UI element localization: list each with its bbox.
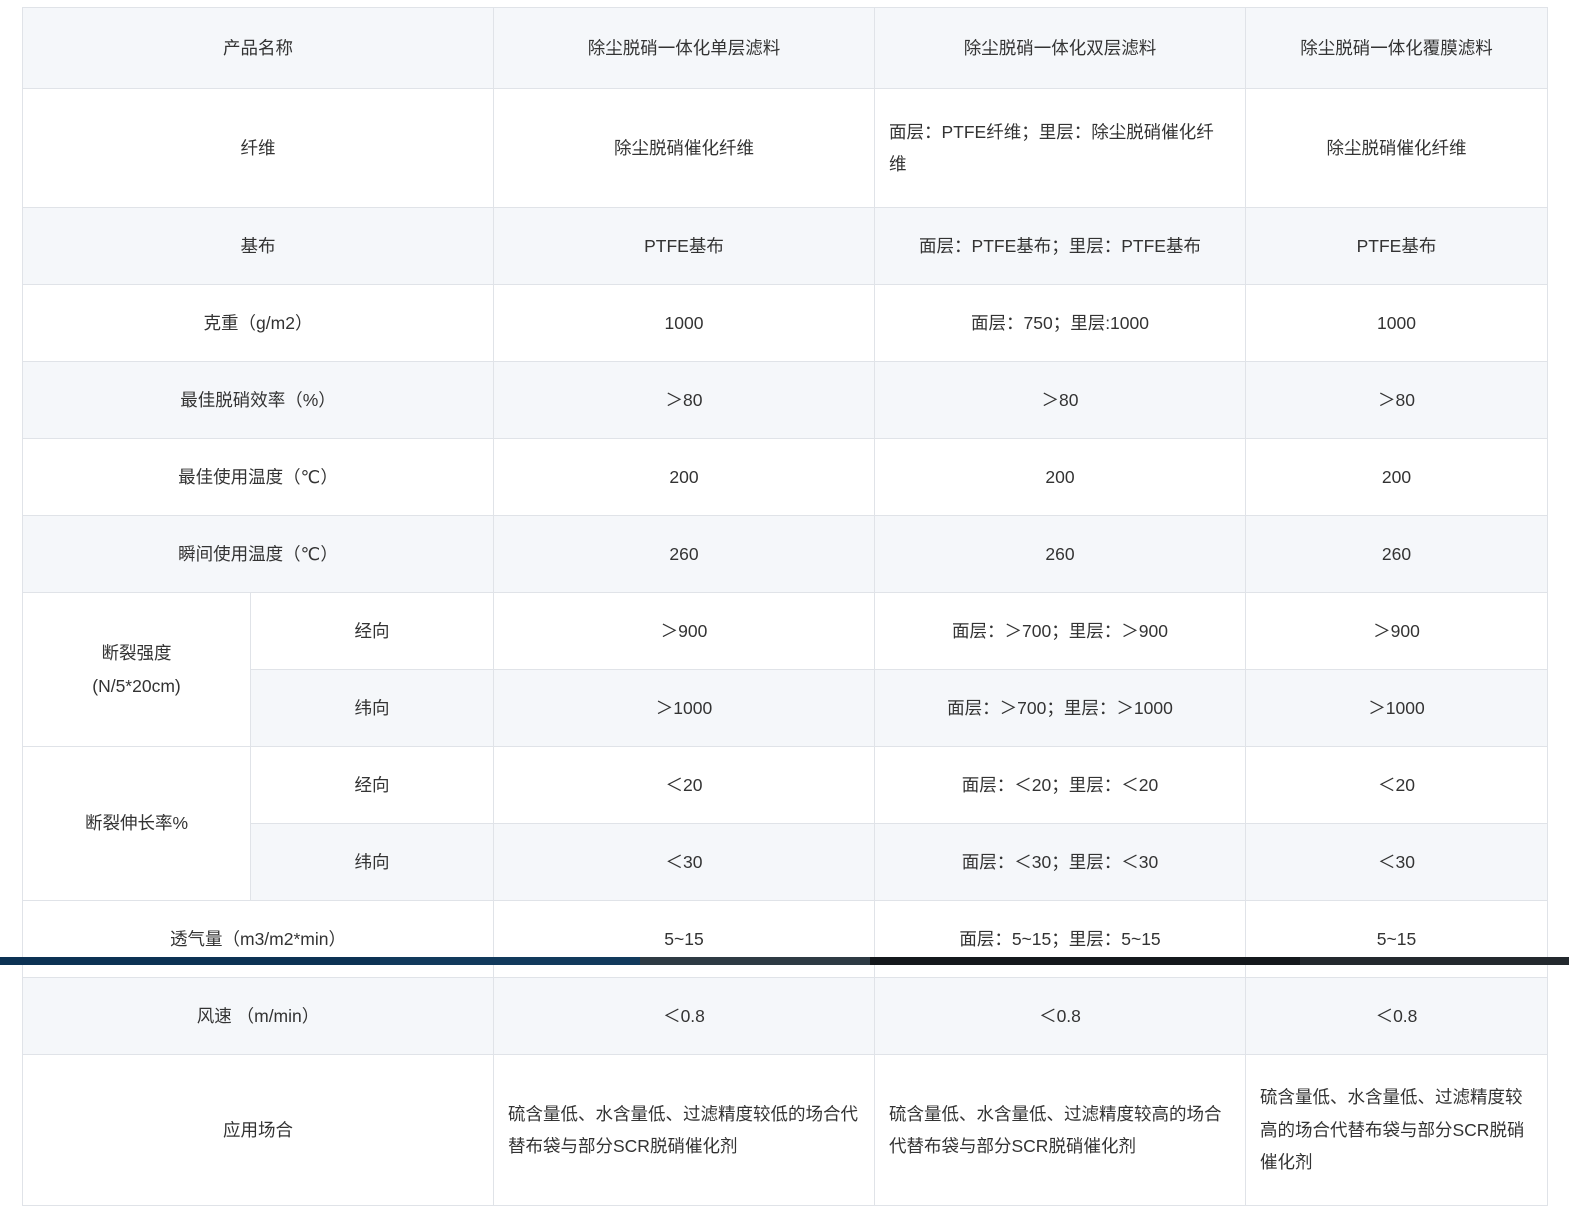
header-cell-product-name: 产品名称 (22, 7, 494, 89)
elongation-label-line1: 断裂伸长率% (84, 813, 189, 834)
table-row: 瞬间使用温度（℃） 260 260 260 (22, 515, 1548, 593)
cell-warp-strength-col1: ＞900 (493, 592, 875, 670)
sublabel-weft-strength: 纬向 (250, 669, 494, 747)
cell-base-col2: 面层：PTFE基布；里层：PTFE基布 (874, 207, 1246, 285)
breaking-strength-label-line1: 断裂强度 (101, 643, 172, 664)
table-header-row: 产品名称 除尘脱硝一体化单层滤料 除尘脱硝一体化双层滤料 除尘脱硝一体化覆膜滤料 (22, 7, 1548, 89)
header-cell-col1: 除尘脱硝一体化单层滤料 (493, 7, 875, 89)
cell-air-permeability-col1: 5~15 (493, 900, 875, 978)
cell-application-col1: 硫含量低、水含量低、过滤精度较低的场合代替布袋与部分SCR脱硝催化剂 (493, 1054, 875, 1206)
cell-fiber-col3: 除尘脱硝催化纤维 (1245, 88, 1548, 208)
bottom-edge-strip (0, 957, 1569, 965)
cell-fiber-col2: 面层：PTFE纤维；里层：除尘脱硝催化纤维 (874, 88, 1246, 208)
cell-application-col3: 硫含量低、水含量低、过滤精度较高的场合代替布袋与部分SCR脱硝催化剂 (1245, 1054, 1548, 1206)
row-label-fiber: 纤维 (22, 88, 494, 208)
cell-warp-strength-col3: ＞900 (1245, 592, 1548, 670)
cell-base-col3: PTFE基布 (1245, 207, 1548, 285)
row-label-breaking-strength: 断裂强度 (N/5*20cm) (22, 592, 251, 747)
cell-air-velocity-col1: ＜0.8 (493, 977, 875, 1055)
table-row: 风速 （m/min） ＜0.8 ＜0.8 ＜0.8 (22, 977, 1548, 1055)
cell-weft-strength-col3: ＞1000 (1245, 669, 1548, 747)
sublabel-warp-elongation: 经向 (250, 746, 494, 824)
row-label-air-permeability: 透气量（m3/m2*min） (22, 900, 494, 978)
row-label-air-velocity: 风速 （m/min） (22, 977, 494, 1055)
cell-denitration-col1: ＞80 (493, 361, 875, 439)
cell-base-col1: PTFE基布 (493, 207, 875, 285)
spec-table-sheet: 产品名称 除尘脱硝一体化单层滤料 除尘脱硝一体化双层滤料 除尘脱硝一体化覆膜滤料… (22, 7, 1548, 1206)
cell-application-col2: 硫含量低、水含量低、过滤精度较高的场合代替布袋与部分SCR脱硝催化剂 (874, 1054, 1246, 1206)
cell-instant-temp-col1: 260 (493, 515, 875, 593)
cell-denitration-col3: ＞80 (1245, 361, 1548, 439)
table-row: 克重（g/m2） 1000 面层：750；里层:1000 1000 (22, 284, 1548, 362)
header-cell-col2: 除尘脱硝一体化双层滤料 (874, 7, 1246, 89)
sublabel-warp-strength: 经向 (250, 592, 494, 670)
cell-optimal-temp-col2: 200 (874, 438, 1246, 516)
row-label-weight: 克重（g/m2） (22, 284, 494, 362)
cell-instant-temp-col2: 260 (874, 515, 1246, 593)
table-row: 纬向 ＜30 面层：＜30；里层：＜30 ＜30 (23, 823, 1548, 901)
table-row: 透气量（m3/m2*min） 5~15 面层：5~15；里层：5~15 5~15 (22, 900, 1548, 978)
cell-warp-elongation-col1: ＜20 (493, 746, 875, 824)
table-row: 基布 PTFE基布 面层：PTFE基布；里层：PTFE基布 PTFE基布 (22, 207, 1548, 285)
table-row: 断裂强度 (N/5*20cm) 经向 ＞900 面层：＞700；里层：＞900 … (22, 592, 1548, 747)
row-label-application: 应用场合 (22, 1054, 494, 1206)
row-label-denitration-efficiency: 最佳脱硝效率（%） (22, 361, 494, 439)
cell-weft-elongation-col3: ＜30 (1245, 823, 1548, 901)
cell-instant-temp-col3: 260 (1245, 515, 1548, 593)
cell-denitration-col2: ＞80 (874, 361, 1246, 439)
cell-weight-col3: 1000 (1245, 284, 1548, 362)
cell-weight-col2: 面层：750；里层:1000 (874, 284, 1246, 362)
breaking-strength-label-line2: (N/5*20cm) (92, 675, 181, 696)
table-row: 纤维 除尘脱硝催化纤维 面层：PTFE纤维；里层：除尘脱硝催化纤维 除尘脱硝催化… (22, 88, 1548, 208)
row-label-instant-temperature: 瞬间使用温度（℃） (22, 515, 494, 593)
cell-fiber-col1: 除尘脱硝催化纤维 (493, 88, 875, 208)
cell-weft-strength-col1: ＞1000 (493, 669, 875, 747)
cell-air-velocity-col3: ＜0.8 (1245, 977, 1548, 1055)
cell-optimal-temp-col1: 200 (493, 438, 875, 516)
cell-warp-elongation-col3: ＜20 (1245, 746, 1548, 824)
cell-warp-strength-col2: 面层：＞700；里层：＞900 (874, 592, 1246, 670)
row-label-elongation-at-break: 断裂伸长率% (22, 746, 251, 901)
cell-air-velocity-col2: ＜0.8 (874, 977, 1246, 1055)
table-row: 断裂伸长率% 经向 ＜20 面层：＜20；里层：＜20 ＜20 (22, 746, 1548, 901)
product-spec-table: 产品名称 除尘脱硝一体化单层滤料 除尘脱硝一体化双层滤料 除尘脱硝一体化覆膜滤料… (22, 7, 1548, 1206)
cell-warp-elongation-col2: 面层：＜20；里层：＜20 (874, 746, 1246, 824)
cell-weft-elongation-col1: ＜30 (493, 823, 875, 901)
cell-air-permeability-col3: 5~15 (1245, 900, 1548, 978)
cell-weft-elongation-col2: 面层：＜30；里层：＜30 (874, 823, 1246, 901)
row-label-optimal-temperature: 最佳使用温度（℃） (22, 438, 494, 516)
cell-air-permeability-col2: 面层：5~15；里层：5~15 (874, 900, 1246, 978)
header-cell-col3: 除尘脱硝一体化覆膜滤料 (1245, 7, 1548, 89)
table-row: 最佳脱硝效率（%） ＞80 ＞80 ＞80 (22, 361, 1548, 439)
table-row: 最佳使用温度（℃） 200 200 200 (22, 438, 1548, 516)
cell-weft-strength-col2: 面层：＞700；里层：＞1000 (874, 669, 1246, 747)
row-label-base-fabric: 基布 (22, 207, 494, 285)
table-row: 纬向 ＞1000 面层：＞700；里层：＞1000 ＞1000 (23, 669, 1548, 747)
cell-optimal-temp-col3: 200 (1245, 438, 1548, 516)
table-row: 应用场合 硫含量低、水含量低、过滤精度较低的场合代替布袋与部分SCR脱硝催化剂 … (22, 1054, 1548, 1206)
sublabel-weft-elongation: 纬向 (250, 823, 494, 901)
cell-weight-col1: 1000 (493, 284, 875, 362)
